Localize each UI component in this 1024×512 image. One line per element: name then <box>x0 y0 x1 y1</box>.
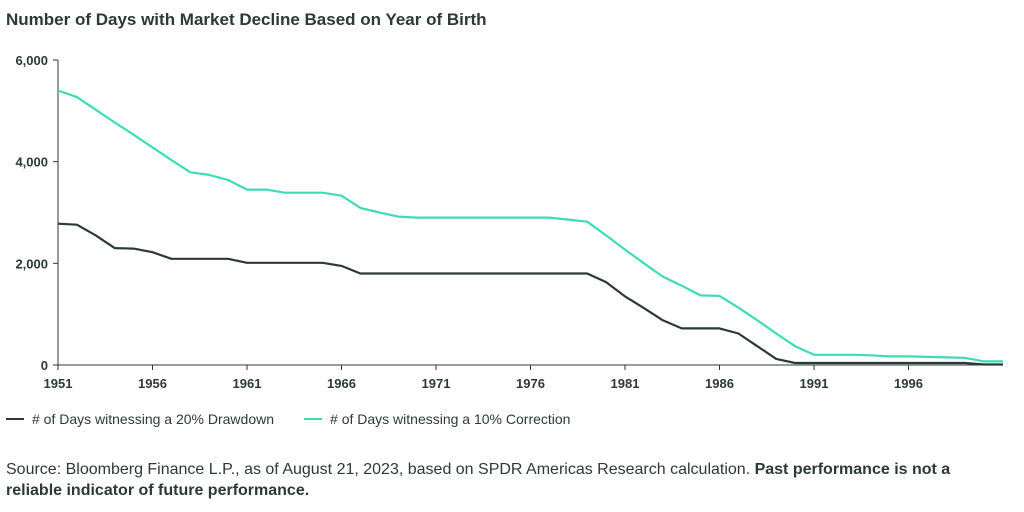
x-tick-label: 1966 <box>327 376 356 391</box>
legend-label-drawdown: # of Days witnessing a 20% Drawdown <box>32 411 275 427</box>
x-tick-label: 1951 <box>44 376 73 391</box>
line-chart: 0 2,000 4,000 6,000 1951 1956 1961 1966 1971 1976… <box>15 53 1003 391</box>
source-text: Source: Bloomberg Finance L.P., as of Au… <box>6 461 755 478</box>
source-note: Source: Bloomberg Finance L.P., as of Au… <box>6 459 1006 501</box>
x-tick-label: 1981 <box>611 376 640 391</box>
y-tick-label: 2,000 <box>15 256 48 271</box>
x-tick-label: 1971 <box>422 376 451 391</box>
x-tick-label: 1961 <box>233 376 262 391</box>
y-tick-label: 6,000 <box>15 53 48 68</box>
series-line-correction <box>57 89 1003 363</box>
y-tick-label: 4,000 <box>15 155 48 170</box>
x-tick-label: 1956 <box>138 376 167 391</box>
x-tick-label: 1976 <box>516 376 545 391</box>
legend-swatch-correction <box>304 418 323 420</box>
series-line-drawdown <box>57 222 1003 366</box>
x-tick-label: 1991 <box>800 376 829 391</box>
legend-swatch-drawdown <box>6 418 24 420</box>
legend-item-correction: # of Days witnessing a 10% Correction <box>304 411 570 427</box>
x-tick-label: 1996 <box>894 376 923 391</box>
source-disclaimer: Past performance is not a reliable indic… <box>6 461 951 499</box>
x-tick-label: 1986 <box>705 376 734 391</box>
chart-title: Number of Days with Market Decline Based… <box>6 10 487 29</box>
legend-label-correction: # of Days witnessing a 10% Correction <box>330 411 571 427</box>
y-tick-label: 0 <box>41 358 48 373</box>
legend-item-drawdown: # of Days witnessing a 20% Drawdown <box>6 411 274 427</box>
legend: # of Days witnessing a 20% Drawdown # of… <box>6 411 570 427</box>
